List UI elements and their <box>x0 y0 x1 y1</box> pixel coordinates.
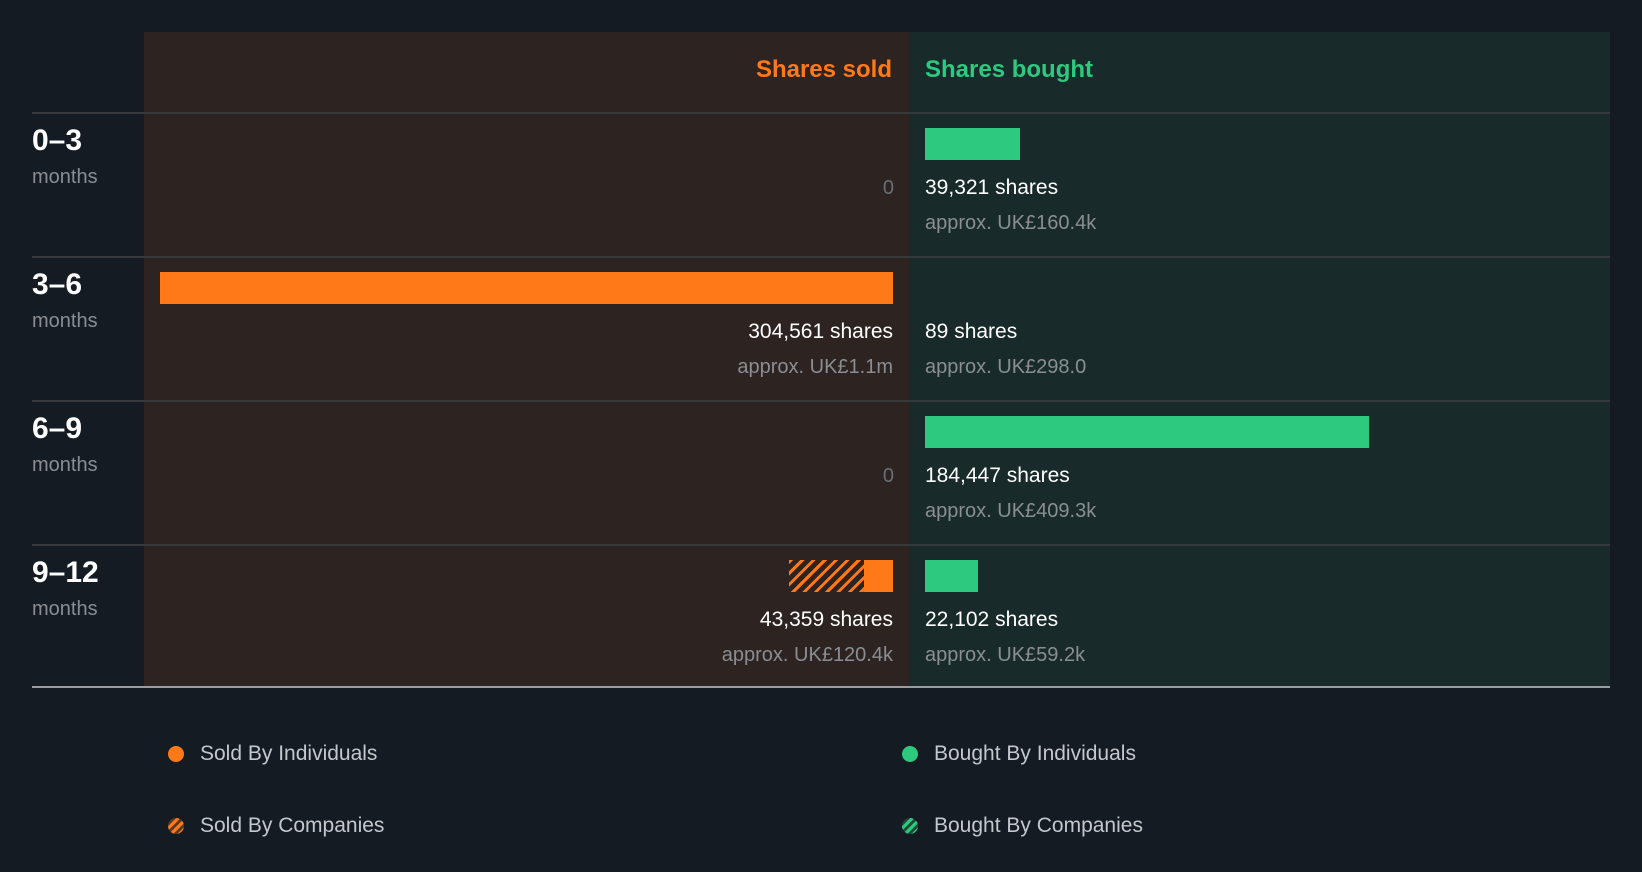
legend-label: Bought By Companies <box>934 814 1143 837</box>
legend-label: Sold By Companies <box>200 814 385 837</box>
sold-companies-swatch-icon <box>168 818 184 834</box>
shares-bought-header: Shares bought <box>925 56 1094 83</box>
row-range: 6–9 <box>32 412 83 445</box>
sold-panel <box>144 32 909 687</box>
sold-bar-companies[interactable] <box>789 560 865 592</box>
row-label-6-9: 6–9 months <box>32 412 98 477</box>
row-divider <box>32 112 1610 114</box>
row-label-0-3: 0–3 months <box>32 124 98 189</box>
bought-bar-individuals[interactable] <box>925 416 1369 448</box>
sold-approx: approx. UK£120.4k <box>721 644 893 666</box>
row-range: 3–6 <box>32 268 83 301</box>
bought-approx: approx. UK£160.4k <box>925 212 1097 234</box>
sold-zero: 0 <box>882 465 894 487</box>
row-range: 9–12 <box>32 556 99 589</box>
legend-bought-individuals[interactable]: Bought By Individuals <box>902 742 1136 766</box>
bought-shares: 22,102 shares <box>925 608 1059 631</box>
bought-bar-individuals[interactable] <box>925 128 1020 160</box>
row-label-9-12: 9–12 months <box>32 556 99 621</box>
bought-approx: approx. UK£298.0 <box>925 356 1087 378</box>
bought-bar-individuals[interactable] <box>925 560 978 592</box>
row-unit: months <box>32 454 98 476</box>
bought-approx: approx. UK£59.2k <box>925 644 1086 666</box>
legend-label: Bought By Individuals <box>934 742 1136 765</box>
legend-sold-companies[interactable]: Sold By Companies <box>168 814 384 838</box>
row-divider <box>32 256 1610 258</box>
row-label-3-6: 3–6 months <box>32 268 98 333</box>
baseline <box>32 686 1610 688</box>
sold-zero: 0 <box>882 177 894 199</box>
row-divider <box>32 400 1610 402</box>
legend-label: Sold By Individuals <box>200 742 378 765</box>
row-range: 0–3 <box>32 124 83 157</box>
bought-individuals-swatch-icon <box>902 746 918 762</box>
sold-shares: 304,561 shares <box>748 320 893 343</box>
bought-companies-swatch-icon <box>902 818 918 834</box>
row-unit: months <box>32 310 98 332</box>
row-unit: months <box>32 598 98 620</box>
legend-bought-companies[interactable]: Bought By Companies <box>902 814 1143 838</box>
sold-approx: approx. UK£1.1m <box>737 356 893 378</box>
sold-bar-individuals[interactable] <box>160 272 893 304</box>
bought-approx: approx. UK£409.3k <box>925 500 1097 522</box>
legend-sold-individuals[interactable]: Sold By Individuals <box>168 742 377 766</box>
bought-shares: 39,321 shares <box>925 176 1059 199</box>
sold-bar-individuals[interactable] <box>864 560 893 592</box>
sold-shares: 43,359 shares <box>759 608 893 631</box>
row-unit: months <box>32 166 98 188</box>
bought-shares: 89 shares <box>925 320 1018 343</box>
bought-panel <box>909 32 1610 687</box>
sold-individuals-swatch-icon <box>168 746 184 762</box>
row-divider <box>32 544 1610 546</box>
bought-shares: 184,447 shares <box>925 464 1070 487</box>
shares-sold-header: Shares sold <box>755 56 892 83</box>
